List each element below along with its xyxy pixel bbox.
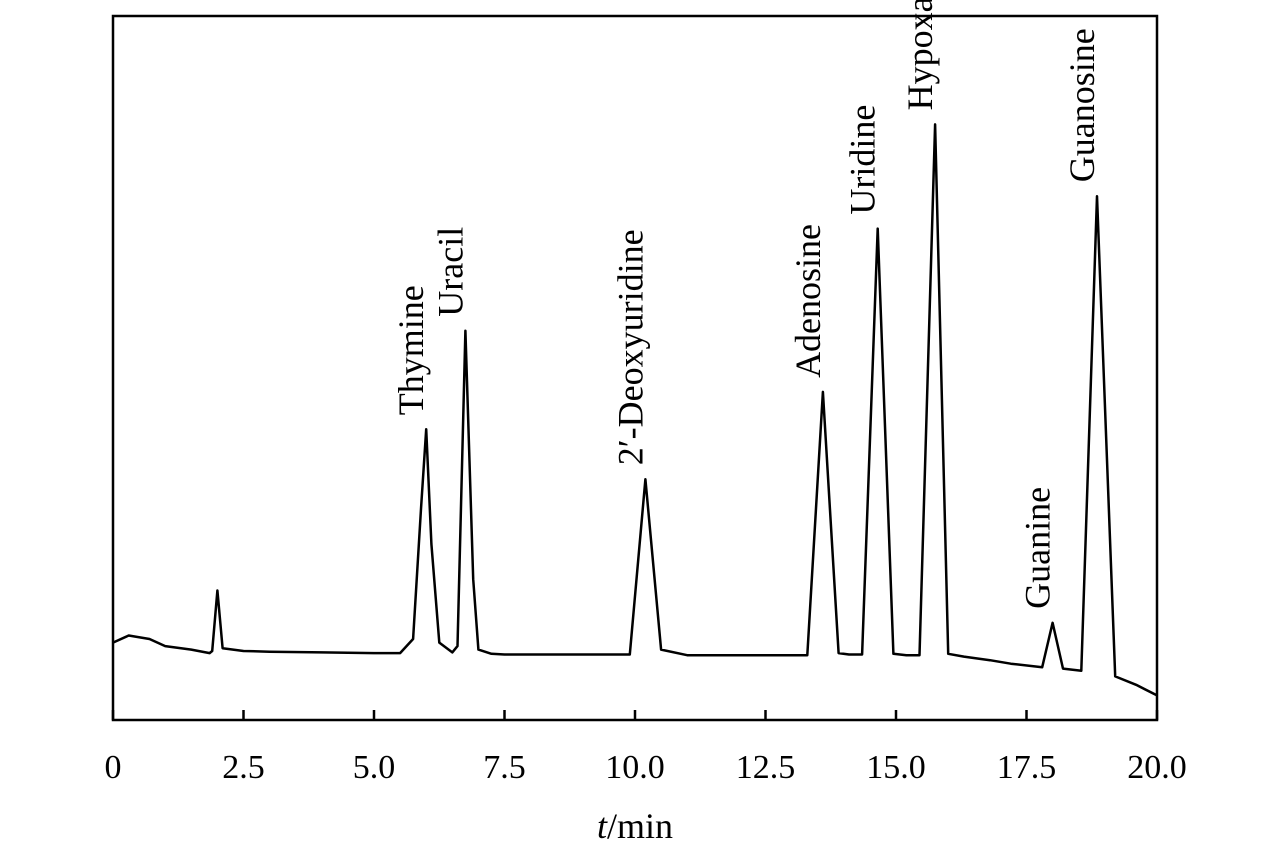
peak-label: Hypoxanthine [900, 0, 940, 110]
x-axis-title: t/min [597, 806, 673, 846]
x-axis-tick-labels: 0 2.5 5.0 7.5 10.0 12.5 15.0 17.5 20.0 [105, 749, 1187, 786]
x-tick-label: 12.5 [736, 749, 796, 786]
peak-label: Uracil [430, 227, 470, 317]
peak-label: Thymine [391, 285, 431, 415]
peak-label: 2′-Deoxyuridine [610, 229, 650, 465]
x-axis-title-variable: t [597, 806, 608, 846]
peak-label: Uridine [843, 105, 883, 215]
x-tick-label: 10.0 [605, 749, 665, 786]
x-tick-label: 2.5 [222, 749, 265, 786]
x-axis-title-unit: /min [607, 806, 673, 846]
x-tick-label: 17.5 [997, 749, 1057, 786]
peak-label: Adenosine [788, 224, 828, 378]
x-tick-label: 20.0 [1127, 749, 1187, 786]
x-tick-label: 5.0 [353, 749, 396, 786]
chromatogram-trace [112, 123, 1158, 697]
peak-label: Guanosine [1062, 28, 1102, 182]
x-tick-label: 15.0 [866, 749, 926, 786]
x-tick-label: 7.5 [483, 749, 526, 786]
x-tick-label: 0 [105, 749, 122, 786]
x-axis-ticks [111, 710, 1159, 720]
peak-label: Guanine [1018, 487, 1058, 609]
